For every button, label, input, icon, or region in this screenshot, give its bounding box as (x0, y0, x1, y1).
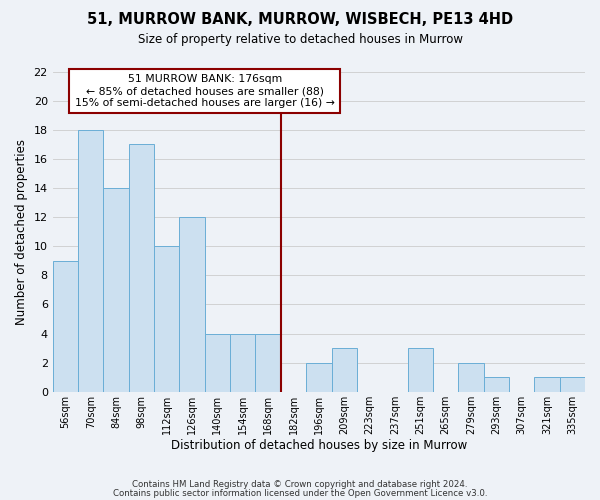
Text: 51 MURROW BANK: 176sqm
← 85% of detached houses are smaller (88)
15% of semi-det: 51 MURROW BANK: 176sqm ← 85% of detached… (75, 74, 335, 108)
Bar (458, 362, 484, 392)
Y-axis label: Number of detached properties: Number of detached properties (15, 138, 28, 324)
Bar (407, 348, 433, 392)
Bar (129, 144, 154, 392)
Bar (560, 377, 585, 392)
Bar (306, 362, 332, 392)
Bar (332, 348, 357, 392)
Bar (535, 377, 560, 392)
Text: Size of property relative to detached houses in Murrow: Size of property relative to detached ho… (137, 32, 463, 46)
Bar (103, 188, 129, 392)
Bar (78, 130, 103, 392)
Bar (179, 217, 205, 392)
Bar (230, 334, 256, 392)
Bar (205, 334, 230, 392)
Bar (256, 334, 281, 392)
Text: Contains HM Land Registry data © Crown copyright and database right 2024.: Contains HM Land Registry data © Crown c… (132, 480, 468, 489)
X-axis label: Distribution of detached houses by size in Murrow: Distribution of detached houses by size … (171, 440, 467, 452)
Bar (484, 377, 509, 392)
Bar (53, 261, 78, 392)
Text: 51, MURROW BANK, MURROW, WISBECH, PE13 4HD: 51, MURROW BANK, MURROW, WISBECH, PE13 4… (87, 12, 513, 28)
Bar (154, 246, 179, 392)
Text: Contains public sector information licensed under the Open Government Licence v3: Contains public sector information licen… (113, 488, 487, 498)
